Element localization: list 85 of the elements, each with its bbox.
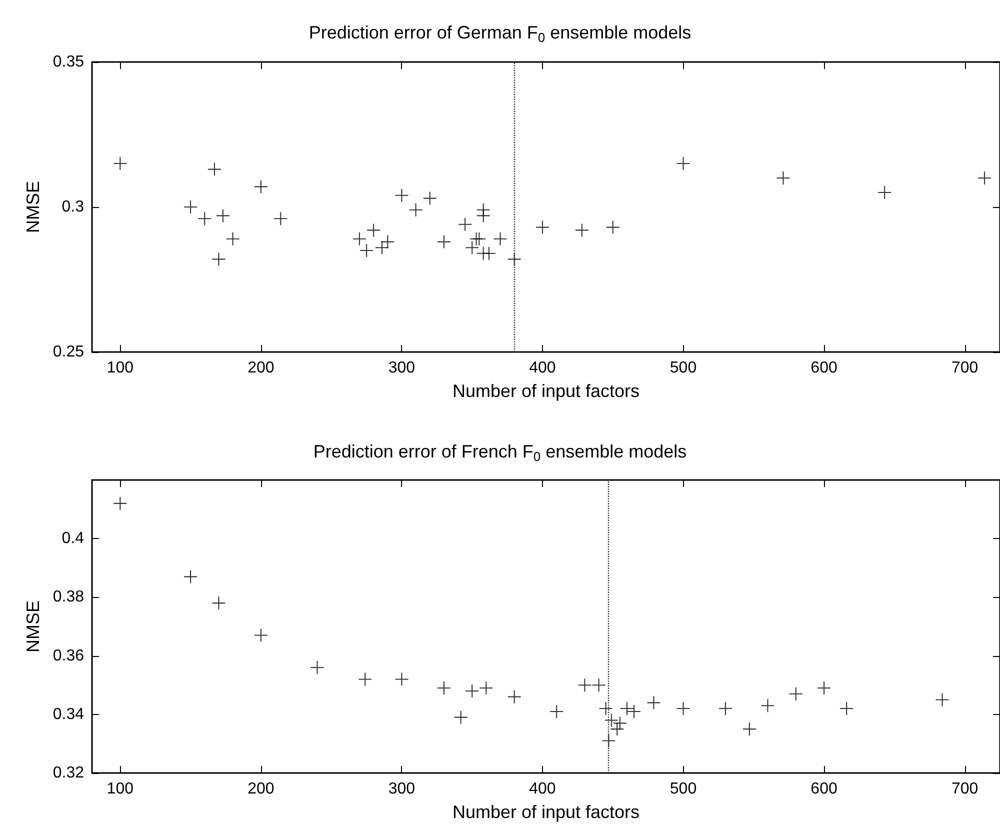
y-axis-title: NMSE	[22, 600, 43, 653]
x-tick-label: 500	[670, 360, 697, 376]
point	[536, 220, 549, 234]
point	[358, 672, 372, 686]
point	[742, 722, 756, 736]
point	[395, 188, 408, 202]
y-tick-label: 0.36	[52, 647, 84, 664]
x-tick-label: 400	[529, 360, 556, 376]
point	[216, 209, 230, 222]
x-axis-title: Number of input factors	[452, 802, 640, 822]
x-tick-label: 200	[248, 780, 274, 798]
point	[184, 570, 198, 584]
point	[550, 704, 564, 718]
point	[936, 693, 949, 706]
x-tick-label: 300	[388, 780, 416, 798]
y-tick-label: 0.34	[52, 706, 84, 723]
point	[352, 232, 366, 246]
point	[395, 672, 408, 686]
point	[476, 209, 490, 222]
point	[627, 704, 640, 718]
point	[599, 702, 612, 716]
point	[761, 699, 774, 712]
point	[776, 172, 790, 184]
point	[367, 224, 380, 237]
point	[578, 678, 592, 692]
point	[198, 212, 212, 226]
point	[437, 682, 450, 695]
point	[454, 710, 468, 724]
x-tick-label: 100	[106, 780, 134, 798]
point	[482, 246, 496, 260]
point	[114, 157, 127, 170]
point	[226, 232, 240, 246]
point	[575, 224, 588, 237]
point	[878, 186, 892, 199]
point	[789, 687, 802, 700]
point	[274, 212, 288, 226]
point	[494, 232, 507, 246]
x-tick-label: 700	[951, 780, 978, 798]
point	[310, 661, 324, 674]
x-axis-title: Number of input factors	[452, 381, 640, 401]
point	[718, 702, 732, 716]
x-tick-label: 700	[951, 360, 978, 376]
point	[606, 220, 620, 234]
point	[604, 714, 618, 727]
x-tick-label: 400	[529, 780, 556, 798]
point	[978, 172, 992, 184]
point	[208, 162, 221, 176]
point	[254, 628, 268, 642]
point	[466, 241, 479, 254]
point	[458, 218, 472, 231]
point	[360, 244, 374, 257]
point	[610, 722, 624, 736]
y-tick-label: 0.3	[62, 198, 84, 216]
y-tick-label: 0.38	[52, 588, 84, 606]
point	[840, 702, 854, 716]
y-axis-title: NMSE	[22, 180, 43, 234]
point	[508, 690, 521, 704]
y-tick-label: 0.35	[52, 54, 84, 70]
point	[381, 235, 394, 248]
point	[184, 200, 198, 214]
point	[676, 157, 690, 170]
point	[423, 192, 436, 205]
point	[676, 702, 690, 716]
point	[114, 496, 127, 510]
x-tick-label: 200	[248, 360, 274, 376]
y-tick-label: 0.4	[62, 530, 84, 548]
point	[480, 682, 493, 695]
point	[254, 180, 268, 194]
point	[818, 682, 831, 695]
point	[212, 596, 226, 610]
x-tick-label: 500	[670, 780, 697, 798]
point	[647, 696, 660, 710]
y-tick-label: 0.25	[52, 344, 84, 360]
point	[472, 232, 486, 246]
x-tick-label: 600	[810, 780, 838, 798]
point	[620, 702, 634, 716]
point	[212, 252, 226, 266]
point	[592, 678, 606, 692]
x-tick-label: 600	[810, 360, 838, 376]
point	[466, 684, 479, 698]
y-tick-label: 0.32	[52, 764, 84, 782]
x-tick-label: 300	[388, 360, 416, 376]
point	[409, 203, 422, 216]
point	[437, 235, 450, 248]
x-tick-label: 100	[106, 360, 134, 376]
